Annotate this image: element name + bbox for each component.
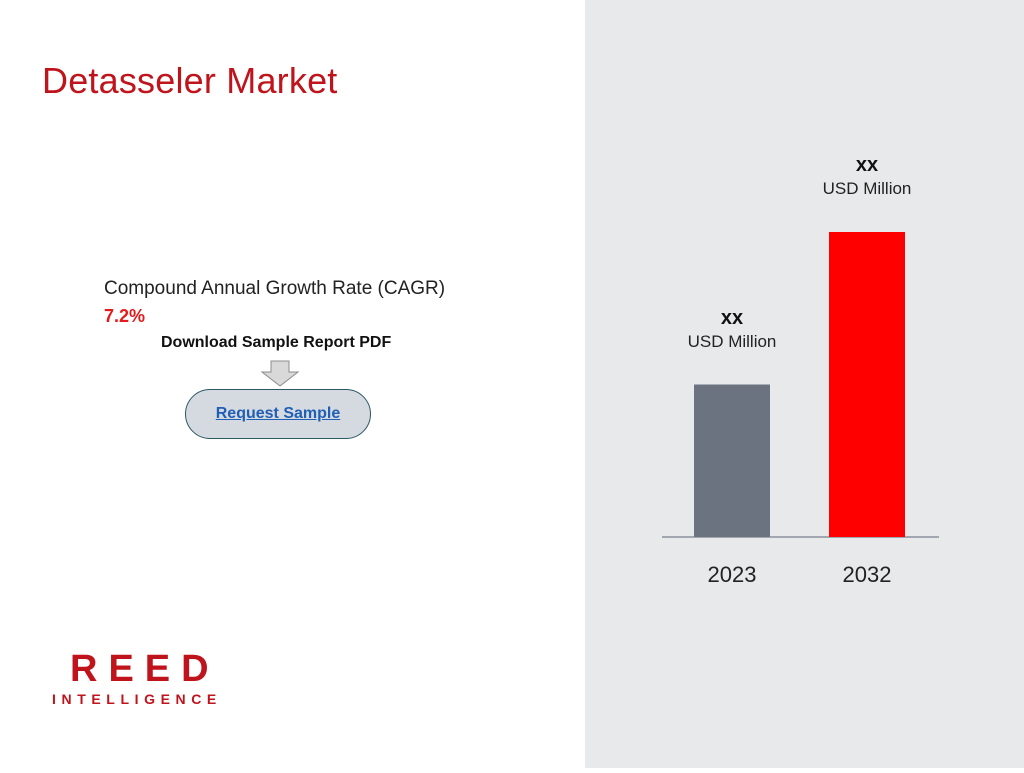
logo-wordmark: REED bbox=[70, 648, 220, 690]
bar-2032 bbox=[829, 232, 905, 537]
market-size-chart: xx USD Million 2023 xx USD Million 2032 bbox=[585, 0, 1024, 768]
bar-unit: USD Million bbox=[822, 179, 912, 198]
bar-value-label-2023: xx USD Million bbox=[662, 307, 802, 352]
bar-value: xx bbox=[720, 306, 744, 329]
bar-2023 bbox=[694, 384, 770, 537]
x-tick-label-2032: 2032 bbox=[842, 562, 892, 587]
chart-svg bbox=[662, 232, 939, 538]
page-title: Detasseler Market bbox=[42, 60, 338, 101]
down-arrow-icon bbox=[260, 360, 300, 387]
request-sample-button[interactable]: Request Sample bbox=[185, 389, 371, 439]
logo-subtitle: INTELLIGENCE bbox=[52, 691, 222, 707]
reed-intelligence-logo: REED INTELLIGENCE bbox=[52, 650, 222, 707]
x-tick-label-2023: 2023 bbox=[707, 562, 757, 587]
bar-value-label-2032: xx USD Million bbox=[797, 154, 937, 199]
cagr-value: 7.2% bbox=[104, 306, 146, 326]
chart-panel bbox=[585, 0, 1024, 768]
download-sample-label: Download Sample Report PDF bbox=[161, 334, 392, 351]
cagr-label: Compound Annual Growth Rate (CAGR) bbox=[104, 278, 446, 299]
bar-value: xx bbox=[855, 154, 879, 176]
bar-unit: USD Million bbox=[687, 331, 777, 351]
request-sample-link[interactable]: Request Sample bbox=[215, 405, 341, 422]
